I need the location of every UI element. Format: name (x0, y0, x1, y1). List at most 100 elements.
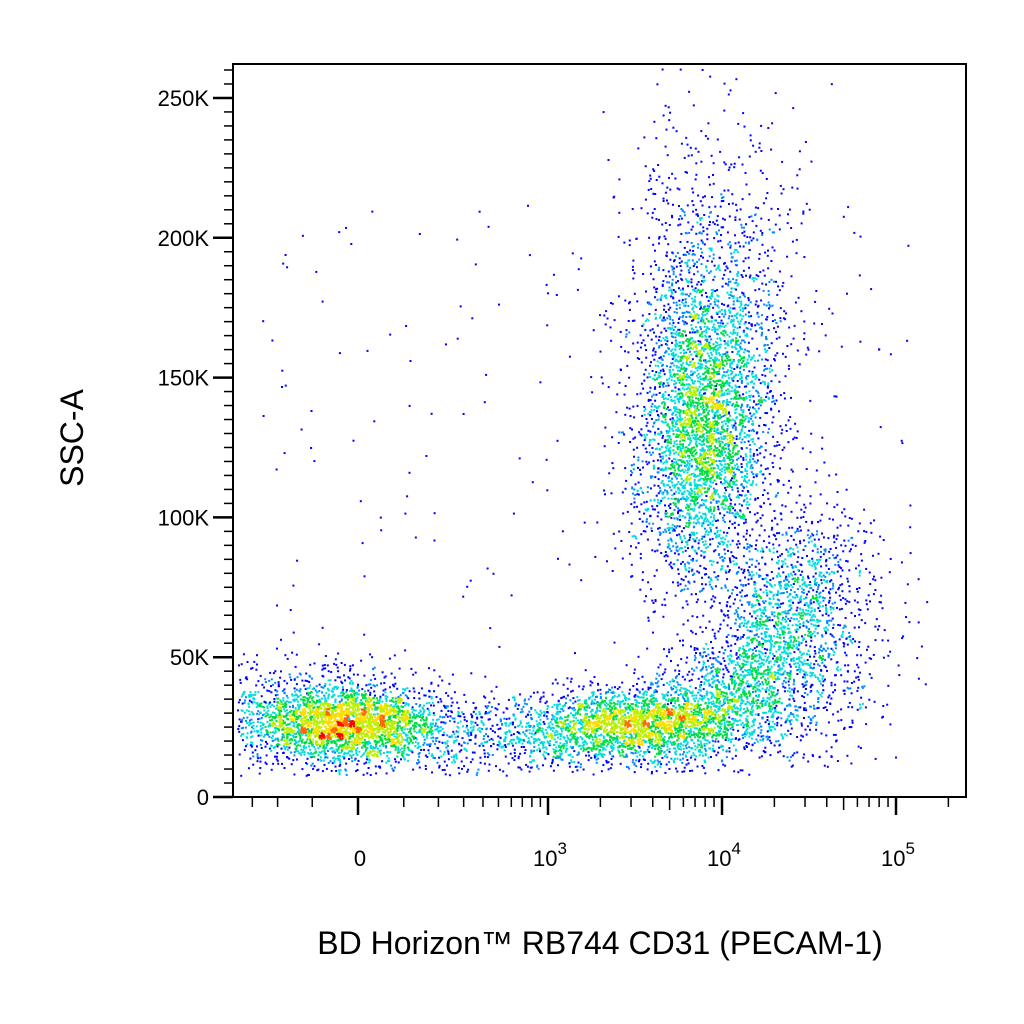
event-dot (286, 735, 289, 738)
event-dot (311, 677, 313, 680)
event-dot (464, 700, 467, 703)
event-dot (415, 715, 418, 718)
event-dot (358, 736, 361, 739)
event-dot (625, 727, 628, 730)
event-dot (396, 729, 399, 732)
event-dot (309, 739, 312, 742)
event-dot (340, 706, 343, 709)
event-dot (737, 729, 739, 732)
event-dot (440, 709, 443, 712)
event-dot (474, 708, 477, 711)
event-dot (647, 725, 650, 728)
event-dot (283, 679, 286, 682)
event-dot (555, 703, 558, 706)
event-dot (664, 717, 667, 719)
event-dot (697, 729, 700, 732)
event-dot (585, 705, 588, 708)
event-dot (600, 743, 603, 746)
event-dot (362, 725, 365, 728)
event-dot (389, 708, 392, 711)
event-dot (441, 727, 444, 730)
event-dot (627, 743, 630, 746)
event-dot (334, 724, 337, 727)
event-dot (330, 718, 333, 721)
event-dot (288, 722, 291, 725)
event-dot (256, 760, 259, 763)
event-dot (624, 716, 627, 719)
event-dot (348, 713, 351, 716)
event-dot (592, 730, 595, 733)
event-dot (575, 740, 578, 743)
event-dot (336, 706, 339, 709)
event-dot (239, 681, 242, 684)
event-dot (600, 724, 603, 727)
event-dot (320, 686, 323, 689)
event-dot (295, 736, 298, 738)
event-dot (393, 745, 395, 748)
event-dot (313, 662, 316, 665)
event-dot (468, 739, 471, 742)
event-dot (340, 716, 343, 719)
event-dot (653, 714, 656, 716)
event-dot (594, 698, 596, 701)
event-dot (700, 751, 703, 754)
event-dot (301, 722, 304, 725)
event-dot (652, 703, 655, 705)
event-dot (715, 738, 718, 740)
event-dot (358, 732, 361, 734)
event-dot (341, 731, 343, 734)
event-dot (618, 686, 621, 689)
event-dot (346, 718, 349, 721)
event-dot (334, 713, 337, 716)
event-dot (340, 698, 343, 701)
event-dot (640, 713, 643, 716)
event-dot (665, 763, 668, 766)
event-dot (639, 715, 642, 718)
event-dot (601, 699, 604, 702)
event-dot (643, 703, 645, 706)
event-dot (352, 673, 355, 676)
event-dot (248, 724, 250, 727)
event-dot (673, 761, 675, 764)
event-dot (519, 732, 521, 735)
event-dot (431, 732, 434, 735)
event-dot (657, 727, 660, 730)
event-dot (702, 724, 705, 727)
event-dot (344, 679, 347, 682)
event-dot (614, 737, 617, 740)
event-dot (420, 730, 423, 733)
event-dot (333, 705, 336, 708)
event-dot (437, 684, 440, 687)
event-dot (423, 704, 425, 707)
event-dot (652, 725, 655, 728)
event-dot (326, 687, 329, 690)
event-dot (299, 688, 302, 691)
event-dot (400, 697, 403, 700)
event-dot (411, 724, 414, 727)
event-dot (674, 729, 677, 731)
event-dot (616, 740, 619, 742)
event-dot (348, 717, 351, 720)
event-dot (386, 738, 389, 741)
event-dot (701, 714, 704, 717)
event-dot (367, 723, 370, 726)
event-dot (557, 744, 560, 747)
event-dot (278, 712, 281, 715)
event-dot (238, 664, 240, 667)
event-dot (288, 673, 291, 676)
event-dot (643, 723, 646, 726)
event-dot (352, 732, 355, 735)
event-dot (248, 695, 251, 698)
event-dot (284, 728, 287, 731)
event-dot (581, 688, 584, 691)
event-dot (645, 703, 648, 706)
event-dot (342, 747, 345, 750)
event-dot (663, 728, 666, 730)
event-dot (325, 740, 328, 743)
event-dot (276, 693, 279, 696)
event-dot (667, 691, 670, 694)
event-dot (666, 730, 669, 733)
event-dot (637, 745, 640, 748)
event-dot (262, 705, 265, 708)
event-dot (595, 710, 598, 713)
